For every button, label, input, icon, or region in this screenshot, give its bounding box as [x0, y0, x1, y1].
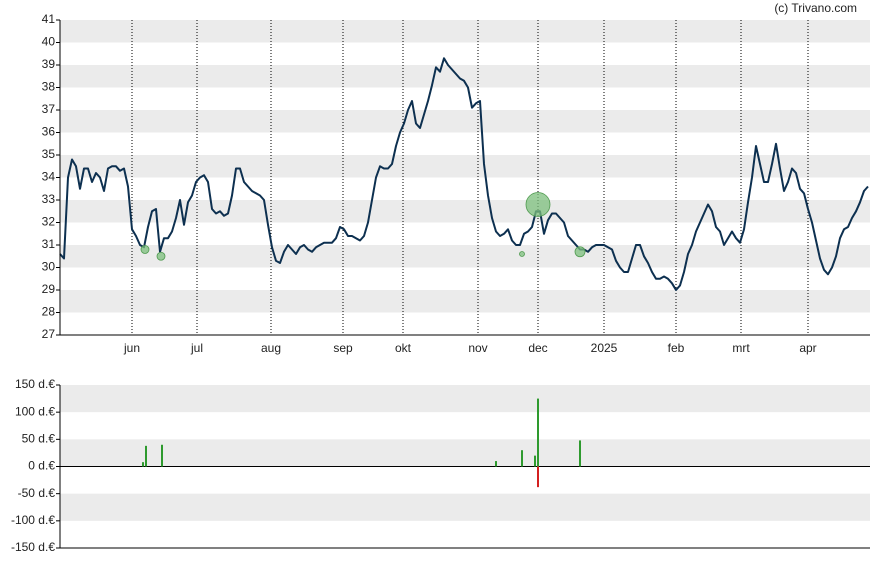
x-tick-label: dec	[528, 341, 547, 355]
bar	[537, 398, 539, 467]
y-tick-label: 30	[42, 260, 56, 274]
y-tick-label: 32	[42, 215, 56, 229]
x-tick-label: jul	[190, 341, 203, 355]
x-tick-label: apr	[799, 341, 816, 355]
y-tick-label: 100 d.€	[15, 404, 55, 418]
y-tick-label: 29	[42, 282, 56, 296]
grid-band	[60, 290, 870, 313]
bar	[534, 455, 536, 467]
x-tick-label: jun	[123, 341, 140, 355]
y-tick-label: 40	[42, 35, 56, 49]
grid-band	[60, 65, 870, 88]
bar	[521, 450, 523, 467]
y-tick-label: 39	[42, 57, 56, 71]
grid-band	[60, 20, 870, 43]
y-tick-label: 150 d.€	[15, 377, 55, 391]
x-tick-label: aug	[261, 341, 281, 355]
insider-marker	[156, 251, 166, 261]
grid-band	[60, 439, 870, 467]
bar	[537, 466, 539, 488]
watermark: (c) Trivano.com	[774, 1, 857, 15]
y-tick-label: 41	[42, 12, 56, 26]
y-tick-label: 50 d.€	[22, 432, 56, 446]
x-tick-label: 2025	[591, 341, 618, 355]
grid-band	[60, 200, 870, 223]
insider-marker	[140, 245, 150, 254]
y-tick-label: 38	[42, 80, 56, 94]
x-tick-label: okt	[395, 341, 412, 355]
grid-band	[60, 385, 870, 413]
y-tick-label: -100 d.€	[11, 513, 55, 527]
insider-marker	[519, 251, 525, 257]
bar	[142, 462, 144, 467]
y-tick-label: 27	[42, 327, 56, 341]
y-tick-label: -50 d.€	[18, 486, 56, 500]
y-tick-label: -150 d.€	[11, 540, 55, 554]
x-tick-label: mrt	[732, 341, 750, 355]
y-tick-label: 35	[42, 147, 56, 161]
y-tick-label: 0 d.€	[28, 459, 55, 473]
bar	[145, 445, 147, 467]
y-tick-label: 37	[42, 102, 56, 116]
grid-band	[60, 110, 870, 133]
insider-marker	[574, 246, 586, 258]
y-tick-label: 31	[42, 237, 56, 251]
grid-band	[60, 493, 870, 521]
grid-band	[60, 155, 870, 178]
bar	[161, 444, 163, 467]
y-tick-label: 34	[42, 170, 56, 184]
grid-band	[60, 245, 870, 268]
price-line	[59, 57, 869, 291]
y-tick-label: 33	[42, 192, 56, 206]
y-tick-label: 36	[42, 125, 56, 139]
y-tick-label: 28	[42, 305, 56, 319]
x-tick-label: nov	[468, 341, 487, 355]
x-tick-label: feb	[668, 341, 685, 355]
bar	[579, 440, 581, 467]
insider-marker	[525, 192, 551, 217]
x-tick-label: sep	[333, 341, 353, 355]
bar	[495, 461, 497, 467]
